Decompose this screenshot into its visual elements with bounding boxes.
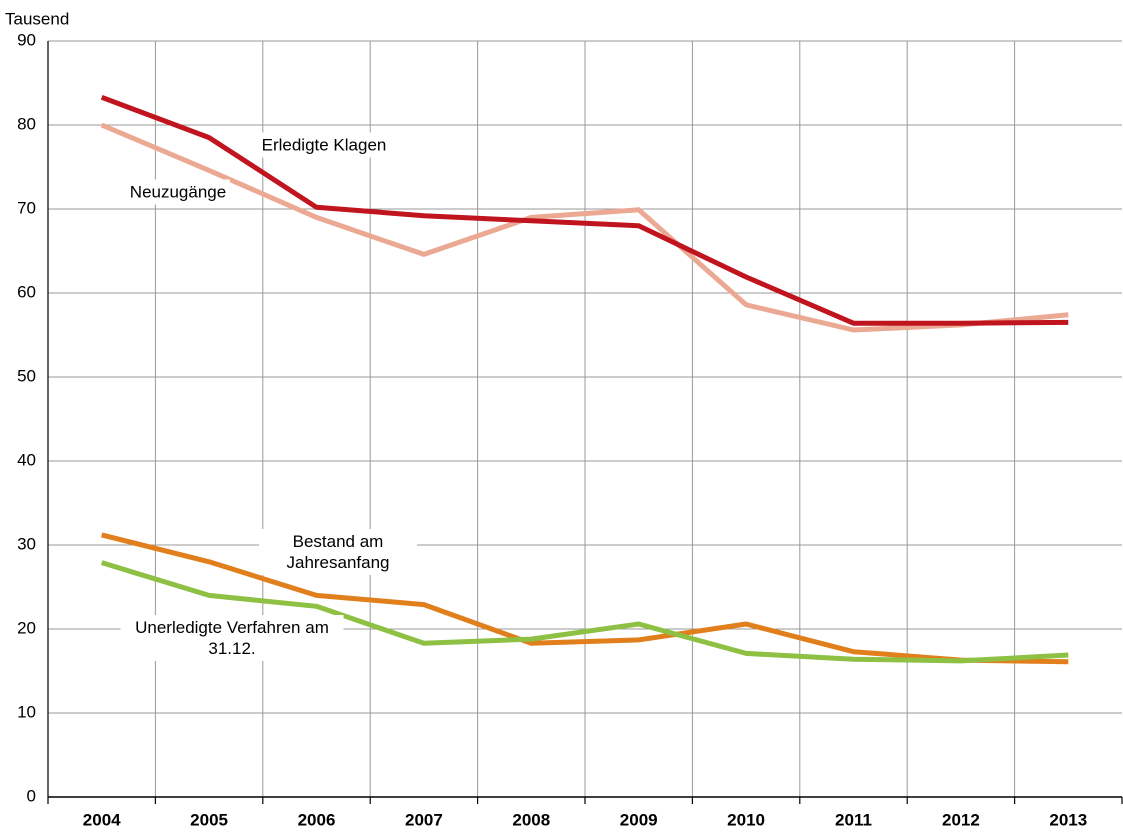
y-tick-label: 0	[27, 786, 36, 805]
series-line	[100, 122, 1069, 333]
y-tick-label: 30	[17, 534, 36, 553]
series-label: Bestand am Jahresanfang	[259, 529, 417, 575]
y-tick-label: 10	[17, 702, 36, 721]
series-label: Erledigte Klagen	[257, 132, 391, 158]
y-tick-label: 60	[17, 282, 36, 301]
y-tick-label: 20	[17, 618, 36, 637]
grid	[48, 40, 1122, 797]
y-tick-label: 80	[17, 114, 36, 133]
y-tick-label: 40	[17, 450, 36, 469]
y-tick-label: 70	[17, 198, 36, 217]
series-line	[100, 94, 1069, 326]
x-tick-label: 2009	[620, 810, 658, 829]
x-tick-label: 2013	[1049, 810, 1087, 829]
x-tick-label: 2012	[942, 810, 980, 829]
y-tick-label: 90	[17, 30, 36, 49]
x-tick-label: 2008	[512, 810, 550, 829]
x-tick-label: 2011	[835, 810, 872, 829]
x-tick-label: 2004	[83, 810, 121, 829]
x-tick-label: 2006	[298, 810, 336, 829]
series-line	[100, 560, 1069, 664]
x-tick-label: 2005	[190, 810, 228, 829]
series-label: Unerledigte Verfahren am 31.12.	[120, 615, 344, 661]
y-axis-label: Tausend	[5, 9, 69, 28]
series-label: Neuzugänge	[125, 179, 231, 205]
series-line	[101, 532, 1069, 665]
y-tick-label: 50	[17, 366, 36, 385]
x-tick-label: 2010	[727, 810, 765, 829]
x-tick-label: 2007	[405, 810, 443, 829]
